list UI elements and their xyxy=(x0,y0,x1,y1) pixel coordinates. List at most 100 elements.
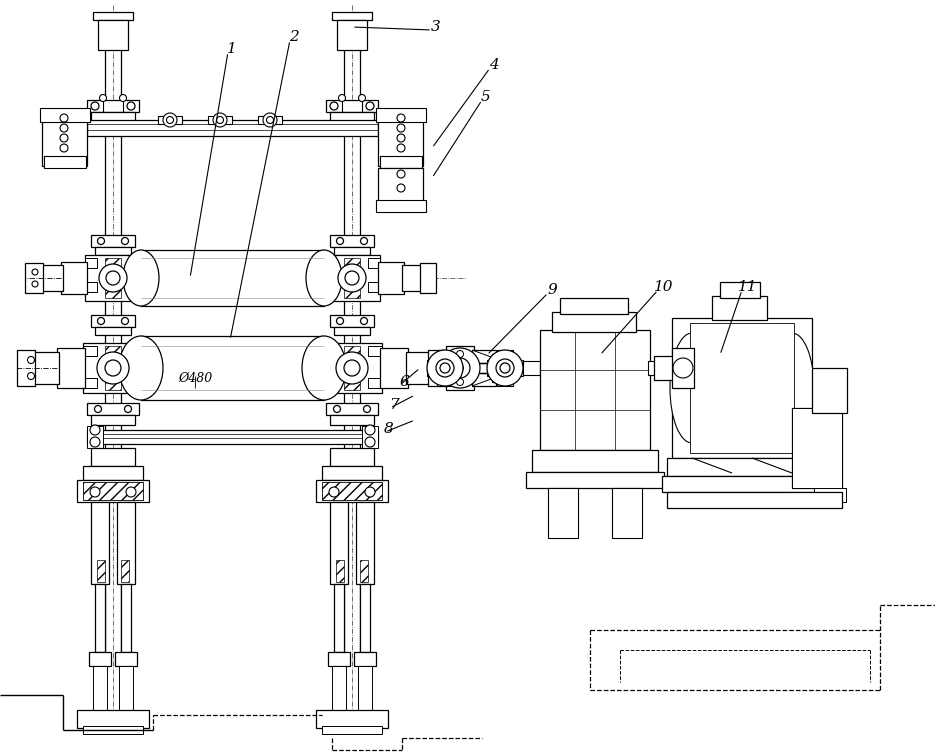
Circle shape xyxy=(266,116,274,124)
Bar xyxy=(356,502,374,584)
Circle shape xyxy=(500,363,510,373)
Bar xyxy=(85,282,97,292)
Bar xyxy=(77,480,149,502)
Circle shape xyxy=(122,318,128,325)
Circle shape xyxy=(358,94,366,101)
Circle shape xyxy=(345,271,359,285)
Bar xyxy=(654,356,676,380)
Bar xyxy=(258,116,282,124)
Bar xyxy=(420,263,436,293)
Circle shape xyxy=(364,405,370,412)
Ellipse shape xyxy=(123,250,159,306)
Bar xyxy=(83,482,143,500)
Bar xyxy=(376,200,426,212)
Circle shape xyxy=(397,124,405,132)
Circle shape xyxy=(122,238,128,245)
Bar xyxy=(330,448,374,466)
Circle shape xyxy=(90,437,100,447)
Bar xyxy=(17,350,35,386)
Bar xyxy=(129,282,141,292)
Text: 1: 1 xyxy=(227,42,237,56)
Bar xyxy=(690,323,794,453)
Bar xyxy=(360,560,368,582)
Circle shape xyxy=(365,437,375,447)
Bar xyxy=(33,352,59,384)
Bar xyxy=(376,108,426,122)
Bar xyxy=(91,315,135,327)
Bar xyxy=(492,354,514,382)
Circle shape xyxy=(436,359,454,377)
Bar xyxy=(25,263,43,293)
Bar xyxy=(540,330,650,450)
Bar xyxy=(368,378,382,388)
Bar xyxy=(83,346,97,356)
Bar xyxy=(378,168,423,204)
Bar xyxy=(95,327,131,335)
Bar xyxy=(83,726,143,734)
Circle shape xyxy=(397,170,405,178)
Bar xyxy=(322,378,336,388)
Bar xyxy=(57,348,85,388)
Circle shape xyxy=(456,365,464,371)
Circle shape xyxy=(60,144,68,152)
Bar xyxy=(812,368,847,413)
Bar xyxy=(330,112,374,122)
Bar xyxy=(667,458,817,476)
Circle shape xyxy=(366,102,374,110)
Text: 3: 3 xyxy=(431,20,441,34)
Ellipse shape xyxy=(770,333,814,443)
Bar xyxy=(337,20,367,50)
Text: 6: 6 xyxy=(399,375,409,389)
Circle shape xyxy=(456,350,464,358)
Circle shape xyxy=(450,358,470,378)
Bar xyxy=(89,652,111,666)
Bar xyxy=(83,466,143,480)
Circle shape xyxy=(365,487,375,497)
Bar xyxy=(612,488,642,538)
Circle shape xyxy=(27,356,35,363)
Circle shape xyxy=(496,359,514,377)
Bar xyxy=(720,282,760,298)
Bar xyxy=(330,235,374,247)
Bar xyxy=(667,492,842,508)
Circle shape xyxy=(217,116,223,124)
Bar xyxy=(129,346,143,356)
Bar xyxy=(83,378,97,388)
Bar xyxy=(344,258,360,298)
Bar xyxy=(324,258,336,268)
Circle shape xyxy=(365,425,375,435)
Ellipse shape xyxy=(670,333,714,443)
Bar xyxy=(406,352,430,384)
Circle shape xyxy=(97,318,105,325)
Bar xyxy=(87,100,139,112)
Circle shape xyxy=(90,487,100,497)
Bar xyxy=(316,710,388,728)
Bar xyxy=(87,426,103,448)
Circle shape xyxy=(60,114,68,122)
Bar xyxy=(472,350,496,386)
Circle shape xyxy=(337,238,343,245)
Bar xyxy=(354,652,376,666)
Bar xyxy=(360,584,370,652)
Text: 5: 5 xyxy=(482,90,491,104)
Bar xyxy=(93,12,133,20)
Bar xyxy=(141,250,324,306)
Circle shape xyxy=(397,134,405,142)
Bar xyxy=(368,258,380,268)
Bar xyxy=(330,415,374,425)
Text: 11: 11 xyxy=(739,280,757,294)
Circle shape xyxy=(99,264,127,292)
Bar xyxy=(316,480,388,502)
Bar xyxy=(87,403,139,415)
Bar xyxy=(380,156,422,168)
Circle shape xyxy=(456,378,464,386)
Bar xyxy=(712,296,767,320)
Circle shape xyxy=(440,363,450,373)
Bar xyxy=(672,318,812,458)
Bar xyxy=(121,560,129,582)
Circle shape xyxy=(60,134,68,142)
Circle shape xyxy=(397,114,405,122)
Circle shape xyxy=(361,238,367,245)
Ellipse shape xyxy=(302,336,346,400)
Bar xyxy=(380,348,408,388)
